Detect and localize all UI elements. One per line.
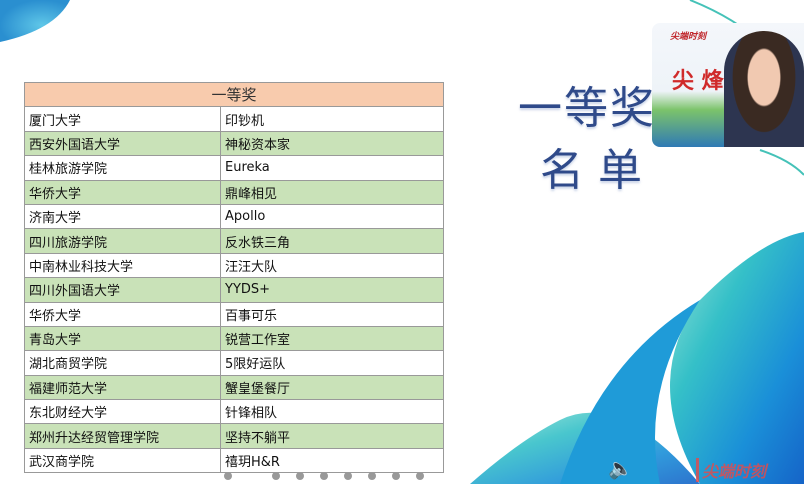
slide-dot[interactable]: [272, 472, 280, 480]
table-row: 四川外国语大学 YYDS+: [24, 277, 444, 303]
team-cell: 反水铁三角: [220, 228, 444, 254]
table-row: 东北财经大学 针锋相队: [24, 399, 444, 425]
table-row: 西安外国语大学 神秘资本家: [24, 130, 444, 157]
school-cell: 福建师范大学: [24, 374, 221, 401]
webcam-overlay: 尖端时刻 尖 烽: [652, 23, 804, 147]
school-cell: 桂林旅游学院: [24, 155, 221, 181]
school-cell: 四川旅游学院: [24, 228, 221, 254]
school-cell: 武汉商学院: [24, 447, 221, 474]
table-row: 四川旅游学院 反水铁三角: [24, 228, 444, 254]
slide-dot[interactable]: [344, 472, 352, 480]
webcam-logo: 尖端时刻: [670, 32, 707, 42]
table-row: 青岛大学 锐营工作室: [24, 325, 444, 352]
school-cell: 华侨大学: [24, 179, 221, 205]
table-row: 厦门大学 印钞机: [24, 106, 444, 132]
team-cell: Apollo: [220, 203, 444, 230]
slide-dot[interactable]: [320, 472, 328, 480]
background-blob: [0, 0, 70, 42]
webcam-banner: 尖 烽: [672, 69, 724, 94]
school-cell: 四川外国语大学: [24, 277, 221, 303]
school-cell: 湖北商贸学院: [24, 350, 221, 376]
school-cell: 厦门大学: [24, 106, 221, 132]
team-cell: 禧玥H&R: [220, 447, 444, 474]
school-cell: 东北财经大学: [24, 399, 221, 425]
award-table: 一等奖 厦门大学 印钞机 西安外国语大学 神秘资本家 桂林旅游学院 Eureka 华侨大学鼎…: [24, 81, 444, 474]
table-row: 华侨大学 百事可乐: [24, 301, 444, 327]
team-cell: 针锋相队: [220, 399, 444, 425]
slide-title-line2: 名单: [540, 145, 656, 196]
slide-dot[interactable]: [392, 472, 400, 480]
watermark-logo: 尖端时刻: [696, 458, 766, 482]
team-cell: Eureka: [220, 155, 444, 181]
table-row: 济南大学 Apollo: [24, 203, 444, 230]
school-cell: 西安外国语大学: [24, 130, 221, 157]
presenter-video: [724, 31, 804, 147]
slide-title-line1: 一等奖: [518, 83, 656, 134]
slide-title: 一等奖 名单: [512, 78, 662, 202]
table-row: 中南林业科技大学 汪汪大队: [24, 252, 444, 279]
table-row: 桂林旅游学院 Eureka: [24, 155, 444, 181]
school-cell: 华侨大学: [24, 301, 221, 327]
team-cell: 百事可乐: [220, 301, 444, 327]
team-cell: 神秘资本家: [220, 130, 444, 157]
table-row: 武汉商学院 禧玥H&R: [24, 447, 444, 474]
table-row: 福建师范大学 蟹皇堡餐厅: [24, 374, 444, 401]
background-arc-lower: [759, 149, 804, 176]
team-cell: 坚持不躺平: [220, 423, 444, 449]
team-cell: 鼎峰相见: [220, 179, 444, 205]
background-wave: [670, 232, 804, 484]
slide-dot[interactable]: [224, 472, 232, 480]
table-row: 郑州升达经贸管理学院 坚持不躺平: [24, 423, 444, 449]
school-cell: 中南林业科技大学: [24, 252, 221, 279]
school-cell: 青岛大学: [24, 325, 221, 352]
table-row: 华侨大学 鼎峰相见: [24, 179, 444, 205]
slide-dot[interactable]: [368, 472, 376, 480]
team-cell: 5限好运队: [220, 350, 444, 376]
slide-dot[interactable]: [296, 472, 304, 480]
team-cell: 印钞机: [220, 106, 444, 132]
school-cell: 郑州升达经贸管理学院: [24, 423, 221, 449]
table-row: 湖北商贸学院 5限好运队: [24, 350, 444, 376]
team-cell: 锐营工作室: [220, 325, 444, 352]
team-cell: 蟹皇堡餐厅: [220, 374, 444, 401]
slide-dot[interactable]: [416, 472, 424, 480]
slide-dots: [224, 472, 424, 480]
team-cell: YYDS+: [220, 277, 444, 303]
school-cell: 济南大学: [24, 203, 221, 230]
speaker-icon[interactable]: 🔈: [608, 456, 633, 480]
team-cell: 汪汪大队: [220, 252, 444, 279]
table-header: 一等奖: [24, 81, 444, 108]
